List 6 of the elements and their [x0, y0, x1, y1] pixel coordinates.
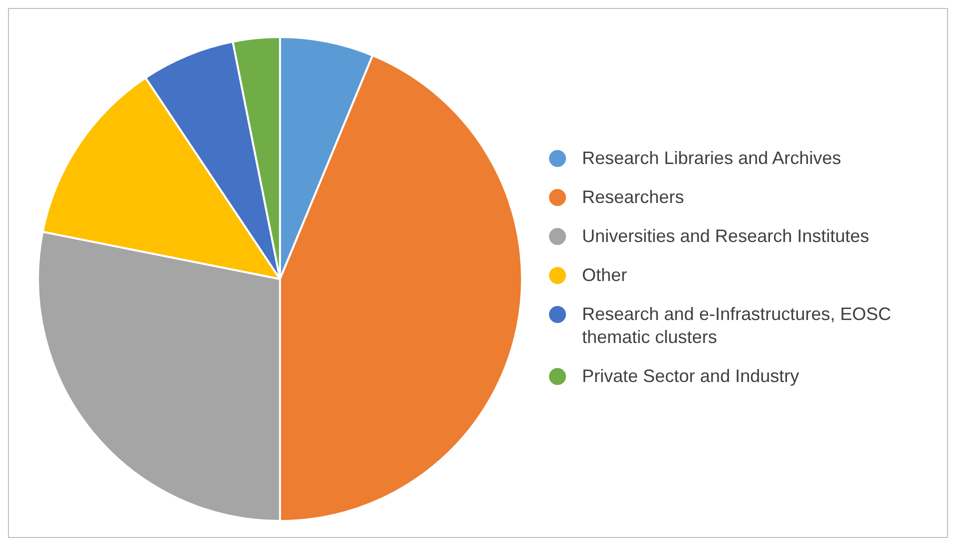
legend-label: Research and e-Infrastructures, EOSC thematic clusters [582, 303, 892, 349]
legend-label: Research Libraries and Archives [582, 147, 842, 170]
legend-label: Private Sector and Industry [582, 365, 800, 388]
legend-label: Researchers [582, 186, 686, 209]
legend-label: Other [582, 264, 628, 287]
legend-label: Universities and Research Institutes [582, 225, 870, 248]
